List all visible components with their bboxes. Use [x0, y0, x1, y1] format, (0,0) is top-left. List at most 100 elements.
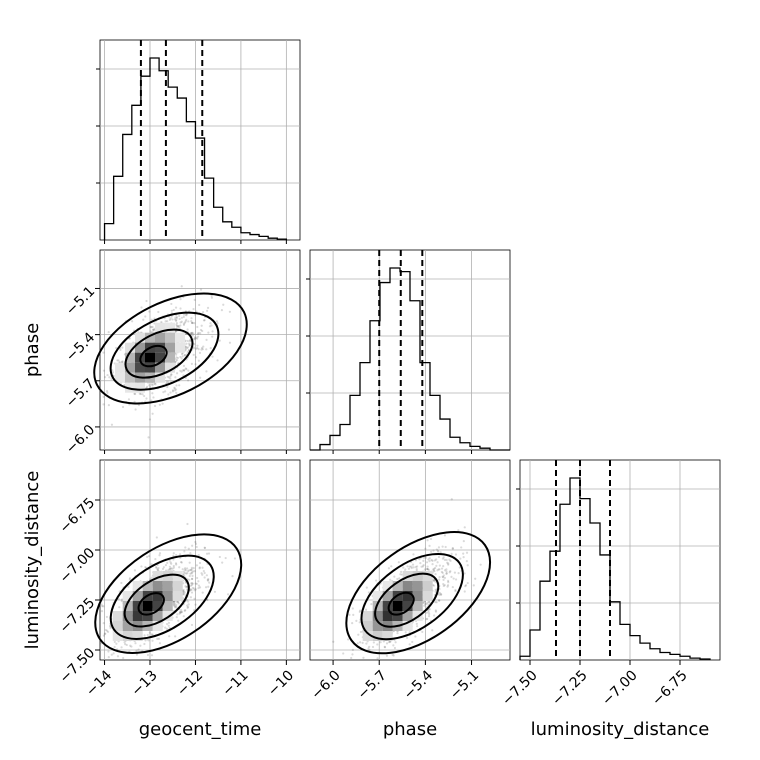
- scatter-point: [102, 395, 105, 398]
- scatter-point: [435, 548, 438, 551]
- scatter-point: [139, 644, 142, 647]
- scatter-point: [123, 641, 126, 644]
- density-cell: [112, 621, 123, 631]
- scatter-point: [116, 655, 120, 658]
- scatter-point: [175, 319, 178, 323]
- scatter-point: [201, 591, 204, 594]
- scatter-point: [133, 392, 136, 395]
- scatter-point: [448, 571, 451, 574]
- y-tick-label: −6.0: [63, 422, 98, 457]
- scatter-point: [388, 640, 392, 643]
- scatter-point: [430, 550, 433, 553]
- x-axis-label-phase: phase: [383, 719, 437, 740]
- scatter-point: [416, 625, 419, 628]
- scatter-point: [411, 640, 414, 644]
- scatter-point: [438, 564, 441, 567]
- density-cell: [362, 611, 373, 621]
- scatter-point: [431, 559, 434, 562]
- scatter-point: [194, 603, 197, 606]
- scatter-point: [368, 645, 371, 648]
- x-tick-label: −12: [174, 667, 206, 699]
- scatter-point: [167, 380, 170, 384]
- scatter-point: [205, 309, 209, 312]
- scatter-point: [188, 344, 191, 347]
- scatter-point: [150, 633, 153, 636]
- scatter-point: [203, 319, 206, 322]
- scatter-point: [426, 567, 429, 571]
- scatter-point: [204, 586, 208, 589]
- scatter-point: [184, 348, 188, 351]
- scatter-point: [120, 600, 123, 603]
- y-tick-label: −5.4: [63, 330, 98, 365]
- scatter-point: [198, 351, 202, 354]
- scatter-point: [169, 391, 172, 394]
- scatter-point: [200, 572, 203, 575]
- scatter-point: [120, 581, 123, 585]
- scatter-point: [169, 375, 172, 378]
- scatter-point: [187, 547, 190, 550]
- scatter-point: [422, 564, 425, 567]
- scatter-point: [433, 567, 436, 570]
- scatter-point: [390, 565, 393, 568]
- scatter-point: [110, 653, 113, 656]
- x-tick-label: −7.50: [499, 667, 541, 709]
- scatter-point: [170, 302, 173, 306]
- density-cell: [162, 601, 173, 611]
- scatter-point: [189, 568, 192, 572]
- scatter-point: [102, 351, 105, 354]
- scatter-point: [177, 619, 180, 622]
- scatter-point: [180, 285, 183, 288]
- scatter-point: [424, 556, 427, 559]
- density-cell: [392, 611, 403, 621]
- scatter-point: [171, 567, 174, 570]
- scatter-point: [173, 318, 177, 321]
- scatter-point: [174, 376, 177, 379]
- scatter-point: [190, 588, 193, 591]
- scatter-point: [442, 582, 445, 586]
- scatter-point: [150, 399, 153, 402]
- scatter-point: [179, 298, 182, 301]
- scatter-point: [115, 346, 118, 350]
- scatter-point: [196, 332, 200, 335]
- scatter-point: [463, 590, 466, 593]
- density-cell: [155, 362, 165, 373]
- scatter-point: [105, 629, 109, 632]
- scatter-point: [141, 393, 144, 396]
- scatter-point: [121, 346, 124, 349]
- scatter-point: [164, 563, 168, 567]
- scatter-point: [164, 390, 167, 393]
- scatter-point: [408, 565, 411, 568]
- scatter-point: [150, 326, 153, 329]
- scatter-point: [130, 645, 133, 648]
- density-cell: [135, 332, 145, 343]
- scatter-point: [192, 347, 196, 350]
- scatter-point: [170, 562, 173, 565]
- density-cell: [125, 362, 135, 373]
- scatter-point: [448, 558, 451, 561]
- scatter-point: [104, 632, 107, 635]
- scatter-point: [438, 575, 441, 579]
- contour-line: [139, 344, 168, 368]
- scatter-point: [186, 339, 189, 343]
- x-axis-label-luminosity-distance: luminosity_distance: [531, 719, 710, 740]
- scatter-point: [173, 386, 176, 389]
- scatter-point: [133, 400, 136, 403]
- scatter-point: [428, 557, 431, 560]
- scatter-point: [387, 567, 391, 570]
- scatter-point: [181, 369, 184, 372]
- scatter-point: [180, 610, 183, 614]
- scatter-point: [420, 565, 423, 568]
- scatter-point: [183, 571, 186, 575]
- scatter-point: [447, 562, 450, 565]
- density-cell: [175, 332, 185, 343]
- scatter-point: [410, 566, 413, 570]
- contour-line: [137, 592, 165, 616]
- scatter-point: [192, 567, 195, 570]
- x-tick-label: −6.75: [649, 667, 691, 709]
- scatter-point: [178, 317, 181, 321]
- scatter-point: [422, 601, 425, 604]
- y-tick-label: −7.25: [57, 595, 99, 637]
- scatter-point: [446, 585, 449, 588]
- scatter-point: [149, 386, 152, 389]
- density-cell: [142, 601, 153, 611]
